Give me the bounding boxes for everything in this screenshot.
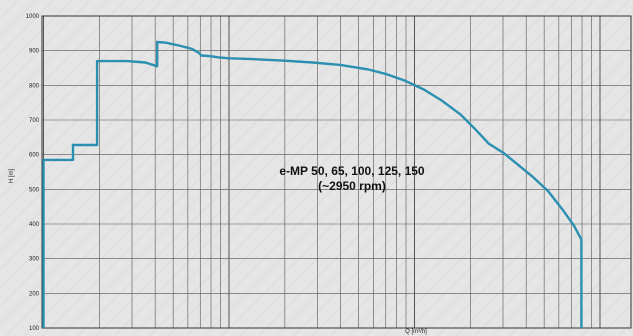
axes: 100 200 300 400 500 600 700 800 900 1000 xyxy=(26,14,632,332)
y-tick-label: 100 xyxy=(29,326,40,332)
performance-curve xyxy=(42,40,583,328)
annotation-line-2: (~2950 rpm) xyxy=(318,179,386,193)
y-tick-label: 600 xyxy=(29,153,40,159)
y-tick-label: 400 xyxy=(29,222,40,228)
y-tick-label: 900 xyxy=(29,49,40,55)
series-layer xyxy=(42,40,583,328)
y-tick-label: 500 xyxy=(29,187,40,193)
x-axis-label: Q [m³/h] xyxy=(405,329,427,335)
y-tick-label: 300 xyxy=(29,257,40,263)
y-tick-label: 1000 xyxy=(26,14,40,20)
plot-frame xyxy=(41,15,632,329)
y-tick-label: 800 xyxy=(29,83,40,89)
y-axis-label: H [m] xyxy=(9,169,15,184)
y-tick-label: 700 xyxy=(29,118,40,124)
y-tick-label: 200 xyxy=(29,291,40,297)
annotation: e-MP 50, 65, 100, 125, 150 (~2950 rpm) xyxy=(279,164,425,193)
annotation-line-1: e-MP 50, 65, 100, 125, 150 xyxy=(279,164,425,178)
